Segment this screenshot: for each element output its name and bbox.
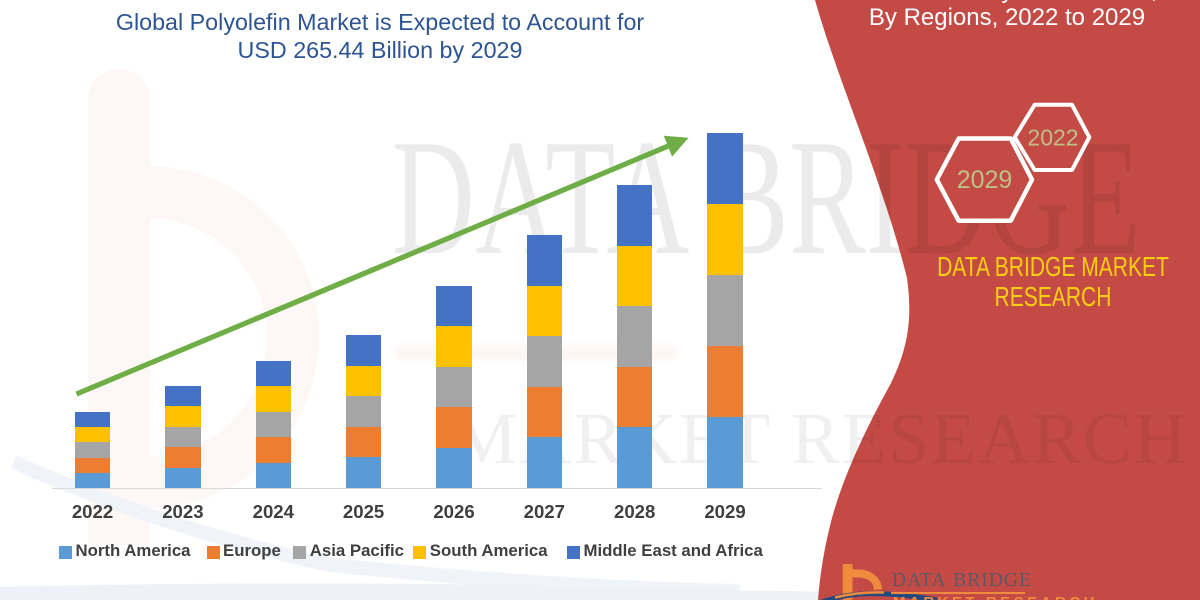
svg-text:2022: 2022 <box>1027 125 1078 151</box>
svg-text:2029: 2029 <box>957 166 1013 194</box>
